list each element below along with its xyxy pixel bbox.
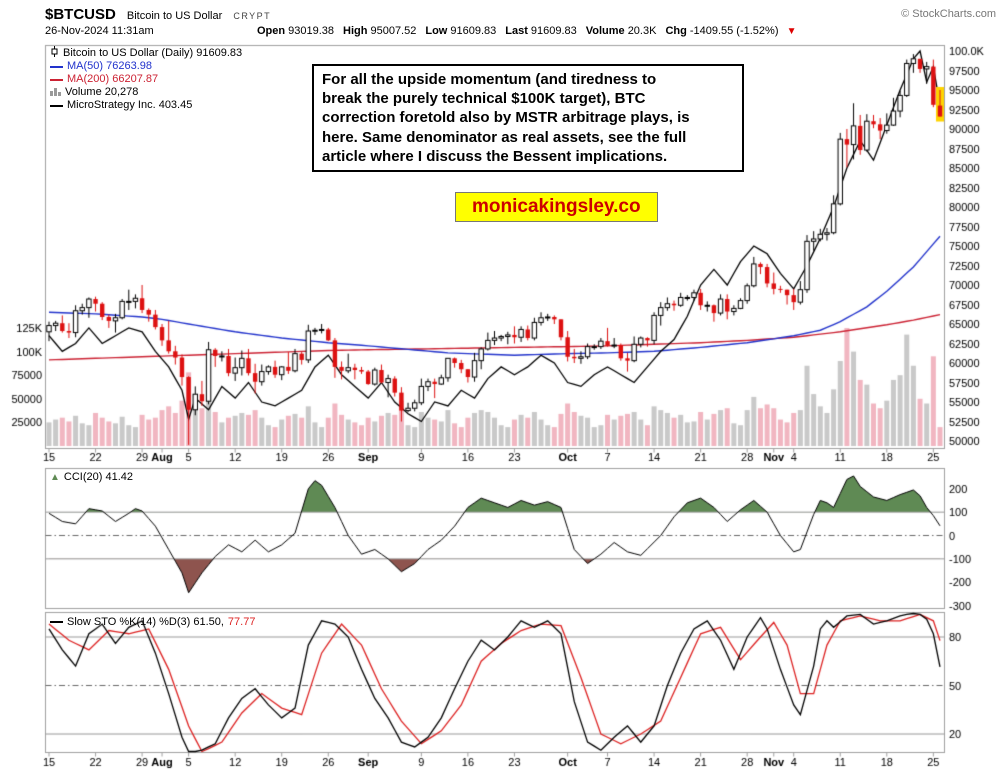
exchange-tag: CRYPT	[233, 11, 272, 21]
legend-item-ma200: MA(200) 66207.87	[50, 73, 242, 86]
cci-legend: ▲ CCI(20) 41.42	[50, 471, 133, 483]
chg-value: -1409.55 (-1.52%)	[689, 25, 779, 37]
site-badge: monicakingsley.co	[455, 192, 658, 222]
sto-legend-label: Slow STO %K(14) %D(3) 61.50,	[67, 616, 224, 628]
cci-area-icon: ▲	[50, 471, 60, 483]
last-value: 91609.83	[530, 25, 577, 37]
quote-row: 26-Nov-2024 11:31am Open 93019.38 High 95007…	[45, 25, 796, 37]
annotation-box: For all the upside momentum (and tiredne…	[312, 64, 744, 172]
open-value: 93019.38	[288, 25, 335, 37]
volume-bars-icon	[50, 86, 61, 100]
legend-item-overlay: MicroStrategy Inc. 403.45	[50, 99, 242, 112]
sto-line-icon	[50, 621, 63, 623]
quote-values: Open 93019.38 High 95007.52 Low 91609.83 Last 9…	[257, 25, 779, 37]
sto-legend: Slow STO %K(14) %D(3) 61.50, 77.77	[50, 616, 255, 628]
sto-d-value: 77.77	[227, 616, 256, 628]
main-legend: Bitcoin to US Dollar (Daily) 91609.83 MA…	[50, 46, 243, 112]
stockcharts-watermark: © StockCharts.com	[901, 8, 996, 20]
open-label: Open	[257, 25, 286, 37]
ma200-line-icon	[50, 78, 63, 81]
legend-overlay-label: MicroStrategy Inc. 403.45	[67, 99, 193, 111]
ticker-symbol: $BTCUSD	[45, 6, 116, 23]
volume-label: Volume	[585, 25, 625, 37]
last-label: Last	[505, 25, 528, 37]
volume-value: 20.3K	[627, 25, 657, 37]
legend-volume-label: Volume 20,278	[65, 86, 139, 98]
chg-label: Chg	[665, 25, 687, 37]
legend-price-label: Bitcoin to US Dollar (Daily) 91609.83	[63, 47, 243, 59]
chart-header: $BTCUSD Bitcoin to US Dollar CRYPT	[45, 6, 271, 23]
legend-ma50-label: MA(50) 76263.98	[67, 60, 152, 72]
candlestick-icon	[50, 46, 59, 61]
overlay-line-icon	[50, 104, 63, 107]
legend-item-price: Bitcoin to US Dollar (Daily) 91609.83	[50, 46, 243, 61]
legend-item-volume: Volume 20,278	[50, 86, 242, 99]
legend-ma200-label: MA(200) 66207.87	[67, 73, 159, 85]
change-down-triangle-icon: ▼	[786, 26, 797, 37]
cci-legend-label: CCI(20) 41.42	[63, 471, 133, 483]
instrument-name: Bitcoin to US Dollar	[126, 10, 223, 22]
ma50-line-icon	[50, 65, 63, 68]
high-value: 95007.52	[370, 25, 417, 37]
low-label: Low	[425, 25, 448, 37]
quote-datetime: 26-Nov-2024 11:31am	[45, 25, 154, 37]
high-label: High	[343, 25, 368, 37]
legend-item-ma50: MA(50) 76263.98	[50, 60, 242, 73]
low-value: 91609.83	[450, 25, 497, 37]
